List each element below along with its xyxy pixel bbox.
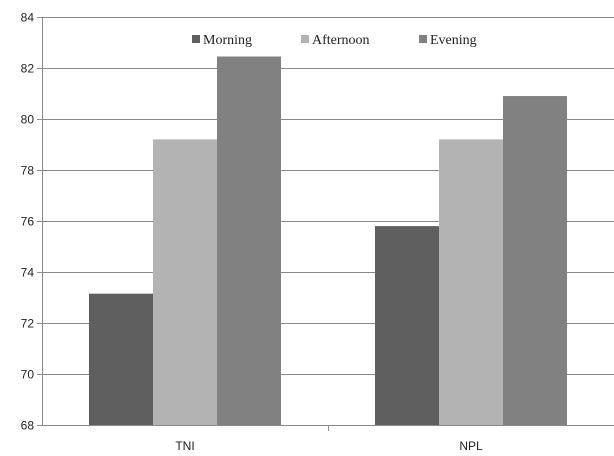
legend: Morning Afternoon Evening xyxy=(192,33,477,48)
y-tick-label: 80 xyxy=(21,113,35,127)
legend-swatch xyxy=(192,35,200,43)
y-tick-labels: 68 70 72 74 76 78 80 82 84 xyxy=(21,11,35,433)
y-tick-label: 84 xyxy=(21,11,35,25)
legend-swatch xyxy=(419,35,427,43)
y-tick-label: 68 xyxy=(21,419,35,433)
x-tick-label: NPL xyxy=(459,439,483,453)
x-tick-label: TNI xyxy=(175,439,194,453)
y-tick-label: 76 xyxy=(21,215,35,229)
bar-tni-morning xyxy=(89,293,153,425)
legend-item-evening: Evening xyxy=(419,33,477,48)
legend-item-afternoon: Afternoon xyxy=(301,33,370,48)
y-tick-label: 74 xyxy=(21,266,35,280)
x-tick-labels: TNI NPL xyxy=(175,439,483,453)
legend-item-morning: Morning xyxy=(192,33,252,48)
y-tick-label: 78 xyxy=(21,164,35,178)
y-tick-label: 70 xyxy=(21,368,35,382)
bars xyxy=(89,56,567,426)
bar-npl-afternoon xyxy=(439,139,503,425)
legend-label: Evening xyxy=(430,33,477,48)
legend-label: Morning xyxy=(203,33,252,48)
y-tick-label: 72 xyxy=(21,317,35,331)
bar-npl-morning xyxy=(375,226,439,425)
legend-label: Afternoon xyxy=(312,33,370,48)
y-tick-label: 82 xyxy=(21,62,35,76)
legend-swatch xyxy=(301,35,309,43)
axes xyxy=(37,17,614,431)
bar-tni-afternoon xyxy=(153,139,217,425)
bar-npl-evening xyxy=(503,96,567,426)
bar-tni-evening xyxy=(217,56,281,426)
